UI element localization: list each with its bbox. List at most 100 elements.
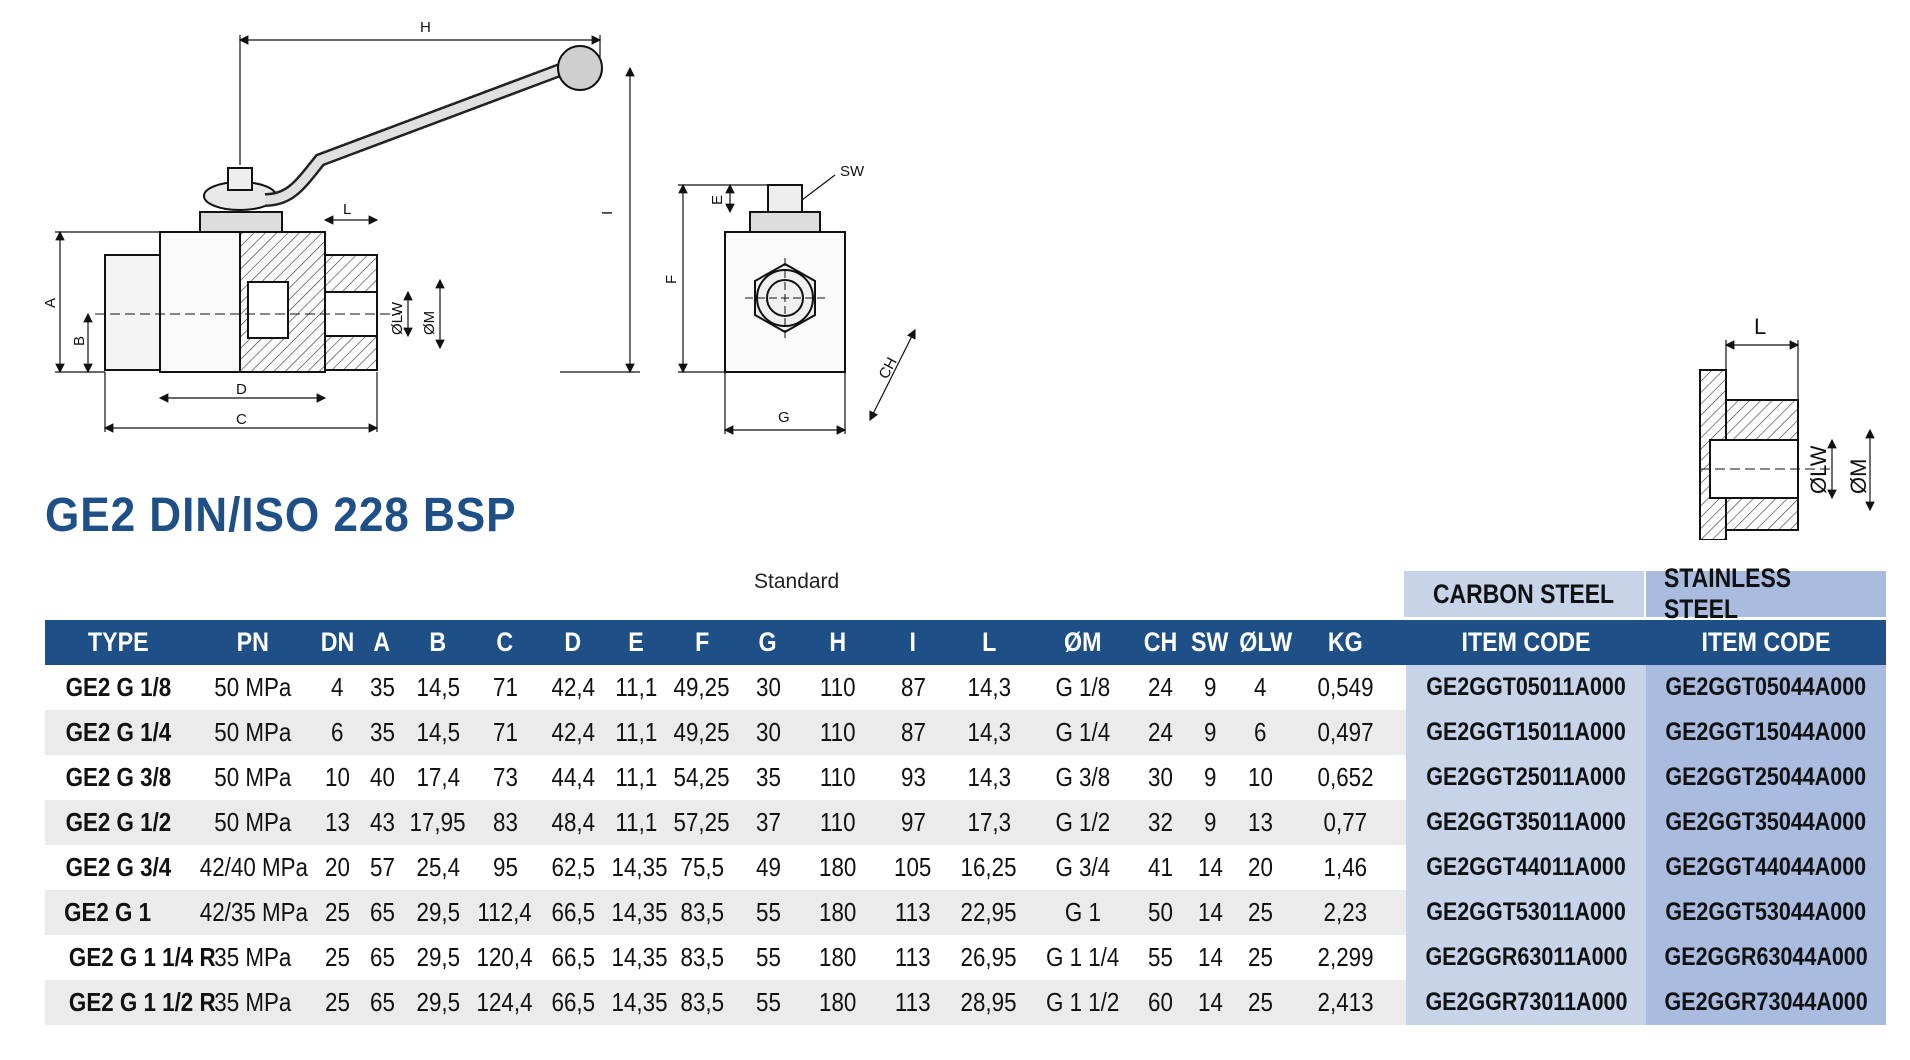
cell-a: 35 xyxy=(359,710,405,755)
cell-kg: 1,46 xyxy=(1285,845,1406,890)
cell-b: 25,4 xyxy=(405,845,471,890)
cell-ss: GE2GGR63044A000 xyxy=(1646,935,1886,980)
table-row: GE2 G 1 1/4 R 35 MPa 25 65 29,5 120,4 66,5 14,3… xyxy=(45,935,1886,980)
cell-m: G 1 1/4 xyxy=(1031,935,1135,980)
cell-lw: 6 xyxy=(1235,710,1285,755)
column-header: PN xyxy=(191,620,315,665)
dim-label-i: I xyxy=(599,211,616,215)
column-header: A xyxy=(359,620,405,665)
cell-kg: 0,77 xyxy=(1285,800,1406,845)
cell-e: 11,1 xyxy=(607,665,665,710)
cell-d: 66,5 xyxy=(539,935,607,980)
cell-lw: 25 xyxy=(1235,890,1285,935)
cell-pn: 35 MPa xyxy=(191,980,315,1025)
cell-cs: GE2GGR73011A000 xyxy=(1406,980,1646,1025)
column-header: KG xyxy=(1285,620,1406,665)
cell-d: 66,5 xyxy=(539,980,607,1025)
spec-table: TYPE PN DN A B C D E F G H I L ØM CH SW ØLW KG ITEM CODE IT… xyxy=(45,620,1886,1025)
column-header: H xyxy=(797,620,879,665)
cell-ss: GE2GGR73044A000 xyxy=(1646,980,1886,1025)
cell-dn: 20 xyxy=(315,845,359,890)
cell-l: 22,95 xyxy=(947,890,1031,935)
cell-f: 49,25 xyxy=(665,710,739,755)
cell-c: 95 xyxy=(471,845,539,890)
cell-b: 17,95 xyxy=(405,800,471,845)
cell-b: 17,4 xyxy=(405,755,471,800)
cell-f: 75,5 xyxy=(665,845,739,890)
column-header: B xyxy=(405,620,471,665)
cell-sw: 14 xyxy=(1185,890,1235,935)
stainless-steel-band: STAINLESS STEEL xyxy=(1646,563,1886,624)
dim-label-sw: SW xyxy=(840,163,865,180)
table-row: GE2 G 1 42/35 MPa 25 65 29,5 112,4 66,5 14,35 83… xyxy=(45,890,1886,935)
detail-label-l: L xyxy=(1754,314,1766,339)
fitting-detail xyxy=(1699,369,1830,540)
cell-l: 14,3 xyxy=(947,710,1031,755)
cell-c: 124,4 xyxy=(471,980,539,1025)
cell-type: GE2 G 3/4 xyxy=(45,845,191,890)
cell-g: 37 xyxy=(739,800,797,845)
cell-e: 14,35 xyxy=(607,845,668,890)
cell-pn: 50 MPa xyxy=(191,800,315,845)
column-header: TYPE xyxy=(45,620,191,665)
cell-pn: 42/40 MPa xyxy=(191,845,315,890)
cell-ss: GE2GGT44044A000 xyxy=(1646,845,1886,890)
cell-ch: 24 xyxy=(1135,665,1185,710)
cell-d: 62,5 xyxy=(539,845,607,890)
cell-d: 42,4 xyxy=(539,710,607,755)
dim-label-g: G xyxy=(778,409,790,426)
cell-a: 57 xyxy=(359,845,405,890)
cell-l: 14,3 xyxy=(947,755,1031,800)
cell-e: 11,1 xyxy=(607,755,665,800)
cell-g: 49 xyxy=(739,845,797,890)
dim-label-m: ØM xyxy=(421,311,438,335)
cell-a: 40 xyxy=(359,755,405,800)
detail-label-lw: ØLW xyxy=(1806,445,1831,494)
column-header: D xyxy=(539,620,607,665)
table-row: GE2 G 3/8 50 MPa 10 40 17,4 73 44,4 11,1 54,25 35… xyxy=(45,755,1886,800)
cell-lw: 25 xyxy=(1235,935,1285,980)
cell-e: 11,1 xyxy=(607,710,665,755)
cell-kg: 2,23 xyxy=(1285,890,1406,935)
cell-m: G 3/8 xyxy=(1031,755,1135,800)
front-view-dimensions xyxy=(678,174,916,435)
cell-g: 30 xyxy=(739,665,797,710)
cell-d: 44,4 xyxy=(539,755,607,800)
cell-d: 42,4 xyxy=(539,665,607,710)
cell-lw: 25 xyxy=(1235,980,1285,1025)
cell-sw: 14 xyxy=(1185,980,1235,1025)
cell-ch: 41 xyxy=(1135,845,1185,890)
cell-m: G 1/8 xyxy=(1031,665,1135,710)
cell-m: G 3/4 xyxy=(1031,845,1135,890)
cell-h: 180 xyxy=(797,845,879,890)
column-header: F xyxy=(665,620,739,665)
cell-pn: 42/35 MPa xyxy=(191,890,315,935)
cell-ss: GE2GGT25044A000 xyxy=(1646,755,1886,800)
cell-cs: GE2GGT05011A000 xyxy=(1406,665,1646,710)
standard-label: Standard xyxy=(754,570,840,593)
cell-dn: 13 xyxy=(315,800,359,845)
cell-e: 14,35 xyxy=(607,980,668,1025)
cell-lw: 13 xyxy=(1235,800,1285,845)
cell-dn: 25 xyxy=(315,935,359,980)
side-view xyxy=(95,45,603,373)
cell-ch: 60 xyxy=(1135,980,1185,1025)
column-header: CH xyxy=(1135,620,1185,665)
cell-i: 113 xyxy=(879,980,947,1025)
cell-type: GE2 G 1 xyxy=(45,890,191,935)
cell-c: 112,4 xyxy=(471,890,539,935)
column-header: ØLW xyxy=(1235,620,1292,665)
cell-a: 65 xyxy=(359,890,405,935)
cell-i: 93 xyxy=(879,755,947,800)
cell-sw: 9 xyxy=(1185,800,1235,845)
cell-pn: 50 MPa xyxy=(191,710,315,755)
dim-label-a: A xyxy=(42,298,59,308)
cell-h: 110 xyxy=(797,665,879,710)
cell-l: 17,3 xyxy=(947,800,1031,845)
cell-pn: 50 MPa xyxy=(191,665,315,710)
cell-c: 71 xyxy=(471,710,539,755)
cell-sw: 14 xyxy=(1185,935,1235,980)
cell-f: 57,25 xyxy=(665,800,739,845)
cell-pn: 35 MPa xyxy=(191,935,315,980)
cell-pn: 50 MPa xyxy=(191,755,315,800)
